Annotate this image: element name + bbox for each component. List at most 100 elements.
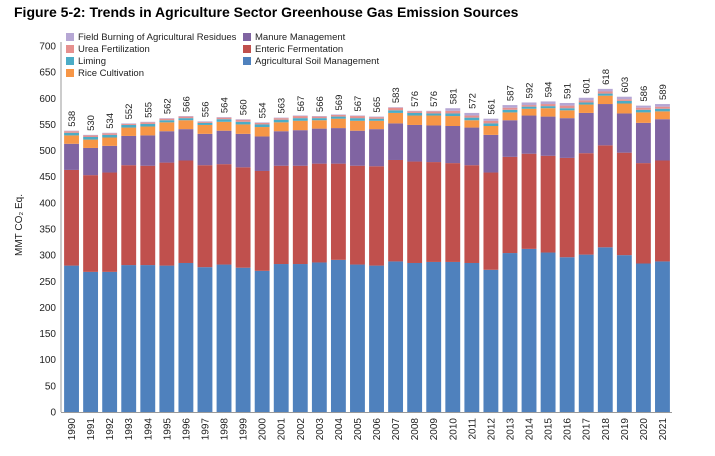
bar-segment (483, 269, 499, 412)
total-data-label: 567 (353, 96, 364, 112)
bar-segment (635, 122, 651, 164)
bar-segment (216, 164, 232, 265)
bar-segment (540, 106, 556, 109)
bar-segment (140, 126, 156, 136)
bar-segment (140, 135, 156, 166)
total-data-label: 583 (391, 87, 402, 103)
total-data-label: 603 (620, 77, 631, 93)
x-tick-label: 2021 (658, 418, 669, 441)
bar-segment (597, 91, 613, 94)
bar-segment (502, 107, 518, 110)
legend: Field Burning of Agricultural Residues Ma… (66, 32, 379, 79)
bar-segment (83, 271, 99, 412)
total-data-label: 592 (525, 83, 536, 99)
bar-segment (64, 265, 79, 412)
bar-segment (388, 107, 404, 108)
legend-swatch (243, 57, 251, 65)
bar-segment (464, 262, 480, 412)
legend-entry-label: Enteric Fermentation (255, 44, 343, 55)
bar-segment (178, 120, 194, 130)
y-tick-label: 700 (39, 42, 56, 53)
bar-segment (464, 117, 480, 121)
bar-segment (426, 111, 442, 114)
legend-swatch (66, 33, 74, 41)
bar-segment (102, 133, 118, 135)
x-tick-label: 2000 (258, 418, 269, 441)
bar-segment (254, 122, 270, 123)
bar-segment (311, 116, 327, 117)
total-data-label: 563 (277, 98, 288, 114)
x-tick-label: 2017 (582, 418, 593, 441)
bar-segment (83, 134, 99, 136)
x-tick-label: 2007 (391, 418, 402, 441)
x-tick-label: 2016 (563, 418, 574, 441)
x-tick-label: 2009 (429, 418, 440, 441)
bar-segment (369, 265, 384, 412)
bar-segment (64, 132, 79, 136)
bar-segment (254, 170, 270, 271)
bar-segment (369, 118, 384, 121)
bar-segment (445, 163, 461, 262)
bar-segment (559, 102, 575, 106)
bar-segment (426, 162, 442, 262)
bar-segment (369, 120, 384, 130)
bar-segment (292, 118, 308, 121)
bar-segment (159, 118, 175, 121)
x-tick-label: 1995 (162, 418, 173, 441)
bar-segment (445, 108, 461, 111)
bar-segment (254, 127, 270, 137)
bar-segment (559, 118, 575, 158)
bar-segment (540, 104, 556, 107)
bar-segment (83, 175, 99, 272)
bar-segment (635, 109, 651, 113)
bar-segment (330, 114, 346, 116)
bar-segment (178, 118, 194, 121)
bar-segment (350, 120, 365, 131)
bar-segment (273, 118, 289, 120)
x-tick-label: 2003 (315, 418, 326, 441)
bar-segment (445, 113, 461, 117)
y-tick-label: 550 (39, 120, 56, 131)
total-data-label: 576 (410, 91, 421, 107)
bar-segment (597, 95, 613, 105)
bar-segment (216, 264, 232, 412)
total-data-label: 566 (315, 96, 326, 112)
x-tick-label: 2008 (410, 418, 421, 441)
bar-segment (445, 261, 461, 412)
bar-segment (483, 123, 499, 126)
bar-segment (273, 131, 289, 166)
bar-segment (178, 262, 194, 412)
bar-segment (540, 101, 556, 105)
bar-segment (311, 128, 327, 164)
legend-entry-label: Manure Management (255, 32, 346, 43)
bar-segment (254, 270, 270, 412)
bar-segment (445, 116, 461, 126)
bar-segment (521, 102, 537, 106)
bar-segment (445, 110, 461, 114)
bar-segment (254, 122, 270, 125)
bar-segment (235, 167, 251, 268)
x-tick-label: 2019 (620, 418, 631, 441)
total-data-label: 556 (200, 101, 211, 117)
bar-segment (559, 105, 575, 109)
bar-segment (578, 254, 594, 412)
bar-segment (635, 263, 651, 412)
bar-segment (121, 124, 137, 128)
bar-segment (521, 106, 537, 109)
bar-segment (483, 125, 499, 135)
legend-swatch (66, 69, 74, 77)
bar-segment (216, 121, 232, 131)
bar-segment (407, 115, 423, 125)
total-data-label: 601 (582, 78, 593, 94)
bar-segment (83, 136, 99, 140)
y-tick-label: 350 (39, 225, 56, 236)
total-data-label: 569 (334, 95, 345, 111)
legend-entry-label: Agricultural Soil Management (255, 56, 379, 67)
x-axis: 1990 1991 1992 1993 1994 1995 1996 1997 1998 1999… (61, 412, 672, 441)
bar-segment (140, 121, 156, 123)
bar-segment (521, 153, 537, 249)
bar-segment (426, 113, 442, 116)
bar-segment (616, 103, 632, 114)
total-data-label: 530 (86, 115, 97, 131)
y-tick-label: 100 (39, 355, 56, 366)
